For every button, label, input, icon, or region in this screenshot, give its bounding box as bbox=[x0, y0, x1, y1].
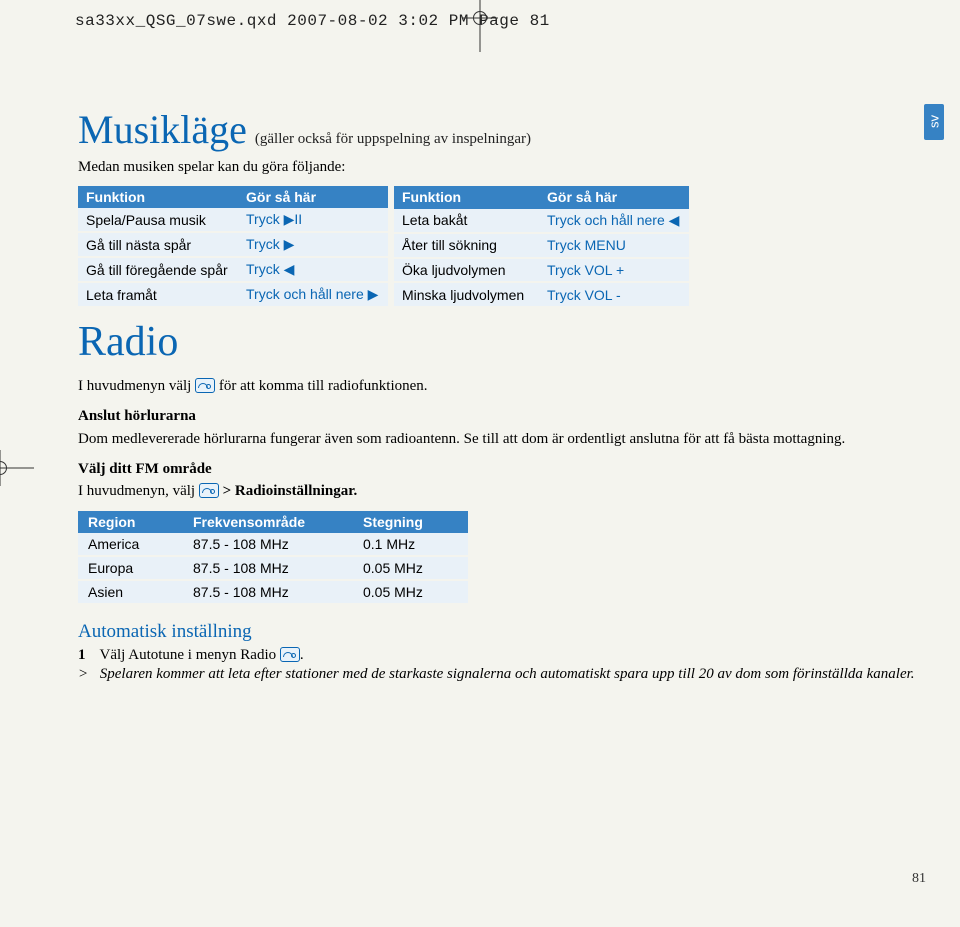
registration-mark-top bbox=[462, 0, 498, 36]
table-cell: Tryck och håll nere ◀ bbox=[539, 209, 689, 234]
result-marker: > bbox=[78, 666, 96, 683]
frequency-table: Region Frekvensområde Stegning America87… bbox=[78, 511, 468, 605]
radio-intro: I huvudmenyn välj för att komma till rad… bbox=[78, 376, 920, 396]
page-content: Musikläge (gäller också för uppspelning … bbox=[78, 106, 920, 683]
col-header: Stegning bbox=[353, 511, 468, 533]
radio-icon bbox=[280, 647, 300, 662]
table-cell: Gå till föregående spår bbox=[78, 257, 238, 282]
table-cell: Spela/Pausa musik bbox=[78, 208, 238, 232]
auto-step-1: 1 Välj Autotune i menyn Radio . bbox=[78, 647, 920, 664]
col-header: Funktion bbox=[394, 186, 539, 209]
table-cell: Leta bakåt bbox=[394, 209, 539, 234]
table-cell: Tryck ▶II bbox=[238, 208, 388, 232]
table-cell: 87.5 - 108 MHz bbox=[183, 556, 353, 580]
registration-mark-left bbox=[0, 450, 18, 486]
col-header: Gör så här bbox=[539, 186, 689, 209]
function-table-left: Funktion Gör så här Spela/Pausa musikTry… bbox=[78, 186, 388, 308]
text: Spelaren kommer att leta efter stationer… bbox=[100, 666, 915, 682]
language-tab: sv bbox=[924, 104, 944, 140]
table-cell: 0.05 MHz bbox=[353, 556, 468, 580]
table-cell: Tryck VOL - bbox=[539, 282, 689, 307]
table-cell: Europa bbox=[78, 556, 183, 580]
connect-body: Dom medlevererade hörlurarna fungerar äv… bbox=[78, 429, 920, 449]
col-header: Region bbox=[78, 511, 183, 533]
text: för att komma till radiofunktionen. bbox=[219, 378, 428, 394]
auto-result: > Spelaren kommer att leta efter station… bbox=[78, 666, 920, 683]
function-tables: Funktion Gör så här Spela/Pausa musikTry… bbox=[78, 186, 920, 308]
function-table-right: Funktion Gör så här Leta bakåtTryck och … bbox=[394, 186, 689, 308]
table-cell: Leta framåt bbox=[78, 282, 238, 307]
section-title-radio: Radio bbox=[78, 318, 920, 366]
section-subtitle: (gäller också för uppspelning av inspeln… bbox=[255, 131, 531, 147]
table-cell: Minska ljudvolymen bbox=[394, 282, 539, 307]
intro-text: Medan musiken spelar kan du göra följand… bbox=[78, 159, 920, 176]
col-header: Funktion bbox=[78, 186, 238, 208]
col-header: Gör så här bbox=[238, 186, 388, 208]
section-musiklage: Musikläge (gäller också för uppspelning … bbox=[78, 106, 920, 308]
table-cell: Tryck ▶ bbox=[238, 232, 388, 257]
radio-icon bbox=[195, 378, 215, 393]
table-cell: America bbox=[78, 533, 183, 556]
text: > Radioinställningar. bbox=[223, 483, 358, 499]
text: Välj Autotune i menyn Radio bbox=[99, 647, 276, 663]
table-cell: Gå till nästa spår bbox=[78, 232, 238, 257]
text: I huvudmenyn välj bbox=[78, 378, 191, 394]
table-cell: Tryck MENU bbox=[539, 233, 689, 258]
fm-heading: Välj ditt FM område bbox=[78, 459, 920, 479]
table-cell: Åter till sökning bbox=[394, 233, 539, 258]
auto-heading: Automatisk inställning bbox=[78, 621, 920, 643]
text: I huvudmenyn, välj bbox=[78, 483, 195, 499]
table-cell: Tryck VOL + bbox=[539, 258, 689, 283]
table-cell: 87.5 - 108 MHz bbox=[183, 580, 353, 604]
table-cell: 0.1 MHz bbox=[353, 533, 468, 556]
table-cell: Asien bbox=[78, 580, 183, 604]
table-cell: Tryck ◀ bbox=[238, 257, 388, 282]
section-title: Musikläge bbox=[78, 107, 247, 152]
fm-line: I huvudmenyn, välj > Radioinställningar. bbox=[78, 481, 920, 501]
step-number: 1 bbox=[78, 647, 96, 664]
table-cell: Tryck och håll nere ▶ bbox=[238, 282, 388, 307]
page-number: 81 bbox=[912, 871, 926, 887]
table-cell: 87.5 - 108 MHz bbox=[183, 533, 353, 556]
table-cell: Öka ljudvolymen bbox=[394, 258, 539, 283]
col-header: Frekvensområde bbox=[183, 511, 353, 533]
connect-heading: Anslut hörlurarna bbox=[78, 406, 920, 426]
table-cell: 0.05 MHz bbox=[353, 580, 468, 604]
radio-icon bbox=[199, 483, 219, 498]
